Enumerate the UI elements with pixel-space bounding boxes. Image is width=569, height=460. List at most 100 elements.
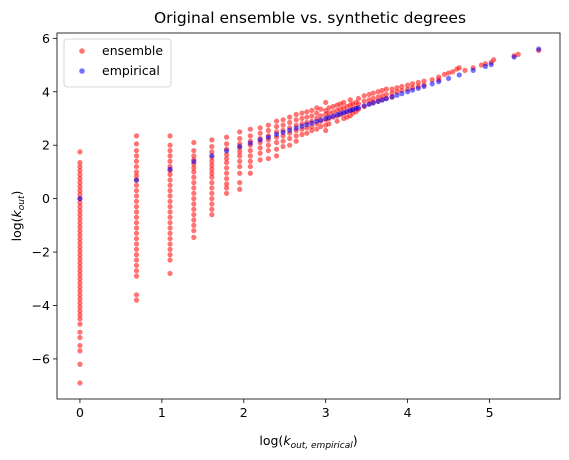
ensemble-point bbox=[478, 62, 484, 68]
ensemble-point bbox=[167, 182, 173, 188]
ensemble-point bbox=[77, 200, 83, 206]
ensemble-point bbox=[77, 361, 83, 367]
ensemble-point bbox=[167, 252, 173, 258]
ensemble-point bbox=[491, 57, 497, 63]
ensemble-point bbox=[77, 240, 83, 246]
ensemble-point bbox=[366, 97, 372, 103]
ensemble-point bbox=[287, 119, 293, 126]
ensemble-point bbox=[133, 273, 140, 279]
ensemble-point bbox=[247, 126, 253, 132]
ensemble-point bbox=[133, 153, 140, 159]
ensemble-point bbox=[370, 90, 376, 96]
ensemble-point bbox=[77, 171, 83, 178]
ensemble-point bbox=[133, 262, 140, 269]
ensemble-point bbox=[304, 114, 310, 120]
ensemble-point bbox=[257, 157, 263, 163]
ensemble-point bbox=[77, 248, 83, 254]
ensemble-point bbox=[273, 146, 280, 152]
ensemble-point bbox=[209, 190, 215, 196]
ensemble-point bbox=[389, 86, 395, 92]
empirical-point bbox=[429, 81, 435, 87]
ensemble-point bbox=[347, 97, 353, 103]
ensemble-point bbox=[77, 280, 83, 286]
ensemble-point bbox=[77, 204, 83, 210]
empirical-point bbox=[482, 63, 489, 69]
ensemble-point bbox=[133, 241, 140, 247]
ensemble-point bbox=[209, 185, 215, 191]
ensemble-point bbox=[326, 110, 332, 116]
ensemble-point bbox=[77, 192, 83, 198]
ensemble-point bbox=[133, 257, 140, 263]
ensemble-point bbox=[133, 236, 140, 242]
ensemble-point bbox=[318, 106, 324, 112]
ensemble-point bbox=[133, 163, 140, 170]
ensemble-point bbox=[167, 153, 173, 159]
ensemble-point bbox=[167, 270, 173, 277]
ensemble-point bbox=[237, 135, 243, 142]
ensemble-point bbox=[191, 147, 197, 154]
ensemble-point bbox=[237, 170, 243, 176]
ensemble-point bbox=[421, 78, 427, 84]
ensemble-point bbox=[379, 87, 385, 94]
ensemble-point bbox=[326, 121, 332, 127]
ensemble-point bbox=[247, 170, 253, 176]
ensemble-point bbox=[77, 292, 83, 298]
ensemble-point bbox=[309, 113, 315, 119]
ensemble-point bbox=[405, 82, 411, 88]
empirical-point bbox=[326, 114, 332, 121]
ensemble-point bbox=[167, 214, 173, 220]
ensemble-point bbox=[77, 334, 83, 341]
ensemble-point bbox=[223, 176, 230, 182]
ensemble-point bbox=[77, 163, 83, 170]
ensemble-point bbox=[361, 98, 367, 104]
ensemble-point bbox=[191, 217, 197, 223]
empirical-point bbox=[511, 54, 517, 60]
ensemble-point bbox=[280, 138, 286, 144]
ensemble-point bbox=[334, 118, 340, 124]
ensemble-point bbox=[167, 225, 173, 231]
ensemble-point bbox=[209, 174, 215, 180]
ensemble-point bbox=[265, 127, 271, 134]
empirical-point bbox=[309, 120, 315, 126]
ensemble-point bbox=[265, 122, 271, 128]
ensemble-point bbox=[133, 204, 140, 210]
ensemble-point bbox=[389, 90, 395, 96]
ensemble-point bbox=[191, 174, 197, 180]
ensemble-point bbox=[77, 308, 83, 314]
ensemble-point bbox=[223, 165, 230, 171]
ensemble-point bbox=[77, 252, 83, 258]
ensemble-point bbox=[375, 89, 381, 95]
ensemble-point bbox=[209, 143, 215, 150]
ensemble-point bbox=[133, 158, 140, 164]
empirical-point bbox=[304, 122, 310, 128]
ensemble-point bbox=[223, 185, 230, 191]
ensemble-point bbox=[287, 135, 293, 142]
ensemble-point bbox=[133, 198, 140, 204]
ensemble-point bbox=[133, 147, 140, 154]
ensemble-point bbox=[191, 228, 197, 234]
ensemble-point bbox=[355, 101, 362, 107]
ensemble-point bbox=[293, 133, 299, 139]
ensemble-point bbox=[167, 209, 173, 215]
ensemble-point bbox=[209, 166, 215, 172]
ensemble-point bbox=[223, 134, 230, 140]
ensemble-point bbox=[247, 153, 253, 159]
ensemble-point bbox=[133, 246, 140, 252]
ensemble-point bbox=[445, 70, 452, 76]
ensemble-point bbox=[309, 127, 315, 134]
ensemble-point bbox=[314, 110, 320, 116]
empirical-point bbox=[314, 118, 320, 125]
ensemble-point bbox=[257, 150, 263, 156]
ensemble-point bbox=[299, 115, 305, 122]
ensemble-point bbox=[77, 216, 83, 222]
ensemble-point bbox=[341, 99, 347, 106]
ensemble-point bbox=[223, 190, 230, 196]
empirical-point bbox=[405, 89, 411, 95]
ensemble-point bbox=[237, 163, 243, 170]
ensemble-point bbox=[456, 65, 462, 71]
ensemble-point bbox=[209, 137, 215, 143]
ensemble-point bbox=[237, 153, 243, 159]
ensemble-point bbox=[366, 91, 372, 98]
ensemble-point bbox=[133, 214, 140, 220]
